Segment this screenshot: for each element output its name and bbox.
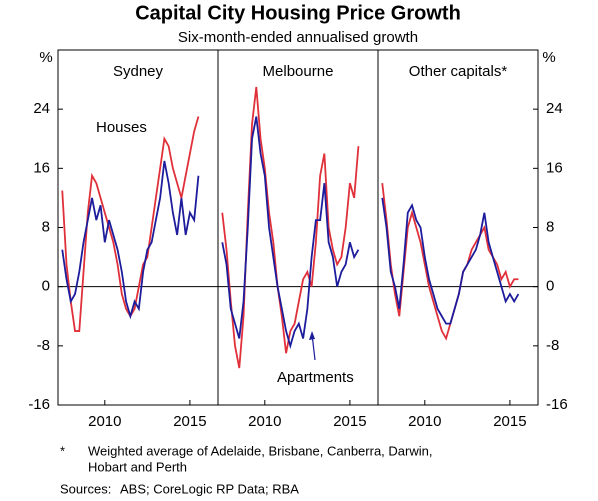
y-unit: %: [542, 49, 555, 66]
panel-title: Other capitals*: [409, 63, 508, 80]
annotation-arrowhead: [309, 331, 315, 340]
sources-label: Sources:: [60, 481, 111, 496]
x-tick-label: 2010: [408, 413, 441, 430]
x-tick-label: 2010: [88, 413, 121, 430]
series-line: [381, 183, 519, 341]
y-tick-label: 24: [546, 100, 563, 117]
series-line: [221, 116, 360, 350]
x-tick-label: 2015: [333, 413, 366, 430]
y-tick-label: -16: [546, 396, 568, 413]
panel-title: Melbourne: [263, 63, 334, 80]
y-tick-label: 0: [546, 278, 554, 295]
y-tick-label: -8: [546, 337, 559, 354]
y-tick-label: -8: [37, 337, 50, 354]
footnote-text: Weighted average of Adelaide, Brisbane, …: [88, 443, 432, 458]
y-tick-label: 16: [546, 159, 563, 176]
series-line: [381, 197, 520, 325]
series-line: [61, 160, 200, 320]
series-label: Houses: [96, 119, 147, 136]
chart-title: Capital City Housing Price Growth: [135, 2, 461, 24]
y-tick-label: 24: [33, 100, 50, 117]
y-tick-label: 8: [546, 218, 554, 235]
y-tick-label: -16: [28, 396, 50, 413]
plot-frame: [57, 49, 539, 406]
panel-title: Sydney: [113, 63, 164, 80]
series-label: Apartments: [277, 369, 354, 386]
y-unit: %: [39, 49, 52, 66]
y-tick-label: 8: [42, 218, 50, 235]
x-tick-label: 2015: [493, 413, 526, 430]
footnote-marker: *: [60, 443, 65, 458]
chart-subtitle: Six-month-ended annualised growth: [178, 29, 418, 46]
series-line: [221, 86, 360, 369]
x-tick-label: 2010: [248, 413, 281, 430]
y-tick-label: 16: [33, 159, 50, 176]
x-tick-label: 2015: [173, 413, 206, 430]
footnote-text: Hobart and Perth: [88, 459, 187, 474]
y-tick-label: 0: [42, 278, 50, 295]
sources-text: ABS; CoreLogic RP Data; RBA: [120, 481, 299, 496]
